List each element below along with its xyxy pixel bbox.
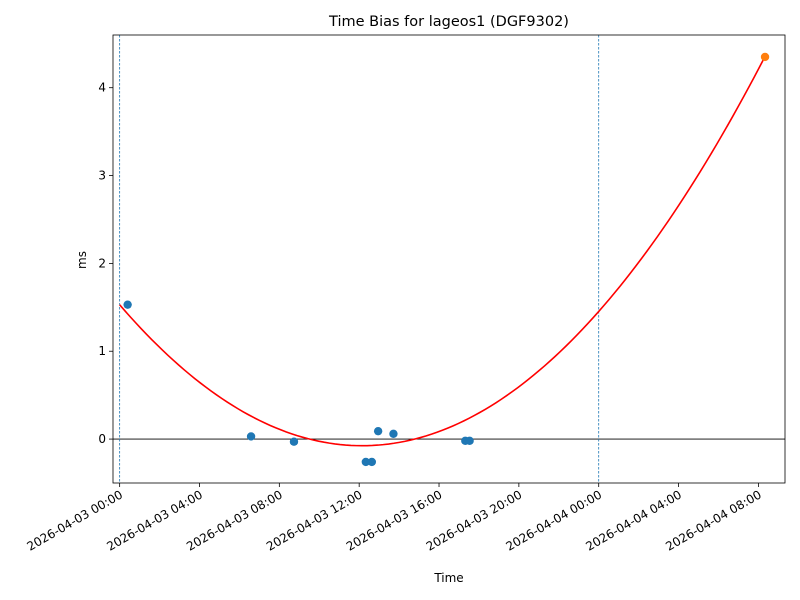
y-tick-label: 0 [98,432,106,446]
x-axis-label: Time [433,571,463,585]
data-point [373,426,383,436]
data-point [367,457,377,467]
data-point [289,437,299,446]
data-point [389,429,398,439]
predicted-point [760,52,770,62]
data-point [361,457,371,467]
axes-frame [112,34,786,484]
data-point [465,436,474,446]
y-tick-label: 4 [98,81,106,95]
y-tick-label: 2 [98,256,106,270]
y-axis-label: ms [75,251,89,269]
y-tick-label: 1 [98,344,106,358]
fit-curve [119,56,766,447]
data-point [123,300,132,309]
chart-title: Time Bias for lageos1 (DGF9302) [328,14,569,30]
y-tick-label: 3 [98,169,106,183]
data-point [246,432,256,441]
